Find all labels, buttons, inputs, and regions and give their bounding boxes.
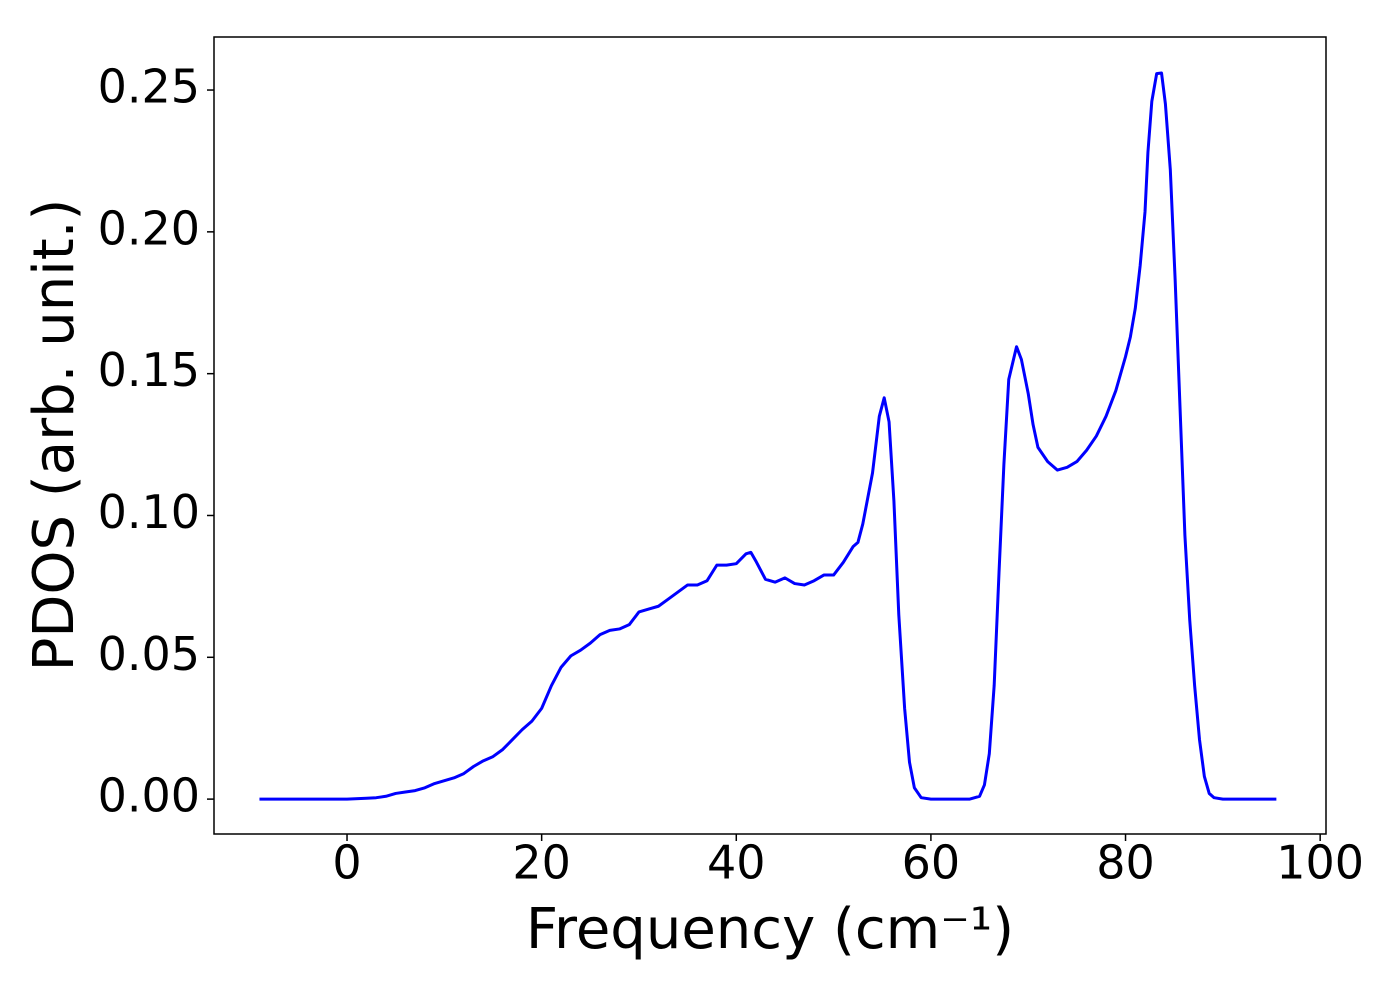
x-tick-label: 40 [707,836,766,890]
y-tick-label: 0.20 [98,201,200,255]
y-axis-label: PDOS (arb. unit.) [22,199,87,672]
data-line [259,71,1277,801]
y-tick-label: 0.15 [98,343,200,397]
y-tick-label: 0.10 [98,485,200,539]
x-tick-label: 80 [1096,836,1155,890]
y-tick-label: 0.25 [98,60,200,114]
x-tick-label: 0 [332,836,361,890]
y-tick-label: 0.05 [98,627,200,681]
x-tick-label: 20 [512,836,571,890]
plot-frame [213,36,1327,835]
y-tick-label: 0.00 [98,769,200,823]
x-tick-label: 100 [1276,836,1364,890]
x-tick-label: 60 [902,836,961,890]
x-axis-label: Frequency (cm⁻¹) [526,897,1014,962]
